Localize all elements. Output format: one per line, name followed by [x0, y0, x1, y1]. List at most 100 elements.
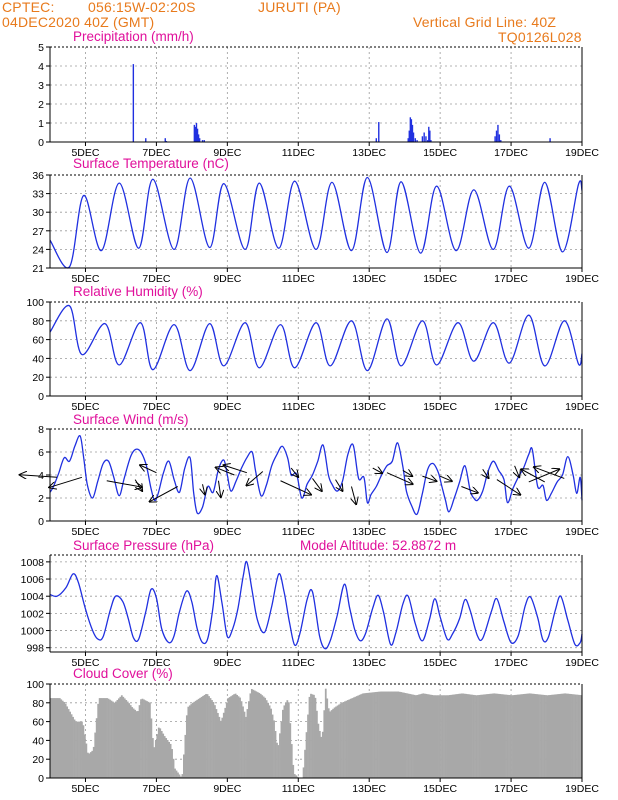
x-tick-label: 9DEC [213, 273, 241, 285]
cloud-bar [310, 693, 312, 778]
cloud-bar [443, 695, 445, 778]
cloud-bar [117, 698, 120, 778]
cloud-bar [163, 736, 166, 778]
cloud-bar [456, 694, 459, 778]
wind-vector [534, 467, 565, 479]
cloud-bar [89, 752, 92, 778]
cloud-bar [240, 701, 243, 778]
cloud-bar [311, 694, 314, 778]
cloud-bar [314, 697, 317, 778]
panel-title: Surface Temperature (nC) [73, 156, 229, 171]
cloud-bar [70, 714, 73, 778]
cloud-bar [463, 693, 466, 778]
wind-vector [312, 478, 321, 491]
x-tick-label: 13DEC [352, 657, 386, 669]
precip-bar [427, 140, 429, 142]
cloud-bar [352, 697, 355, 778]
cloud-bar [249, 693, 252, 778]
cloud-bar [302, 767, 305, 778]
y-tick-label: 5 [38, 42, 44, 54]
cloud-bar [208, 696, 210, 778]
cloud-bar [469, 694, 472, 778]
y-tick-label: 1006 [21, 574, 45, 586]
cloud-bar [579, 694, 581, 778]
cloud-bar [95, 718, 98, 778]
cloud-bar [157, 727, 160, 778]
x-tick-label: 5DEC [71, 147, 99, 159]
cloud-bar [373, 692, 376, 778]
cloud-bar [305, 732, 308, 778]
cloud-bar [119, 696, 122, 778]
wind-vector [386, 472, 413, 484]
cloud-bar [58, 698, 61, 778]
cloud-bar [146, 701, 148, 778]
cloud-bar [196, 699, 199, 778]
cloud-bar [474, 695, 476, 778]
cloud-bar [378, 691, 380, 778]
cloud-bar [508, 694, 510, 778]
cloud-bar [574, 694, 577, 778]
cloud-bar [341, 702, 343, 778]
cloud-bar [246, 709, 249, 778]
panel-2: 0 20 40 60 80 100 5DEC 7DEC 9DEC 11DEC 13DEC 15DEC 1… [26, 284, 599, 413]
cloud-bar [410, 694, 413, 778]
cloud-bar [200, 696, 203, 778]
cloud-bar [79, 721, 82, 778]
cloud-bar [166, 740, 169, 778]
y-tick-label: 33 [32, 189, 44, 201]
cloud-bar [355, 696, 358, 778]
wind-vector [422, 476, 436, 481]
y-tick-label: 20 [32, 372, 44, 384]
x-tick-label: 11DEC [282, 401, 315, 413]
precip-bar [429, 130, 431, 142]
cloud-bar [231, 695, 234, 778]
cloud-bar [178, 774, 181, 778]
wind-vector [134, 479, 142, 491]
cloud-bar [460, 693, 463, 778]
cloud-bar [546, 695, 549, 778]
cloud-bar [64, 703, 67, 778]
cloud-bar [417, 694, 420, 778]
y-tick-label: 2 [38, 493, 44, 505]
cloud-bar [50, 698, 52, 778]
y-tick-label: 6 [38, 447, 44, 459]
cloud-bar [558, 694, 561, 778]
cloud-bar [493, 693, 496, 778]
cloud-bar [367, 692, 370, 778]
wind-vector [140, 465, 157, 474]
cloud-bar [394, 691, 397, 778]
cloud-bar [61, 700, 64, 778]
cloud-bar [562, 693, 565, 778]
cloud-bar [101, 698, 104, 778]
cloud-bar [576, 694, 578, 778]
cloud-bar [478, 694, 481, 778]
wind-vector [372, 468, 382, 473]
cloud-bar [577, 694, 580, 778]
cloud-bar [151, 738, 154, 778]
cloud-bar [202, 695, 204, 778]
panel-title: Precipitation (mm/h) [73, 29, 194, 44]
cloud-bar [444, 695, 447, 778]
y-tick-label: 30 [32, 207, 44, 219]
cloud-bar [255, 691, 258, 778]
cloud-bar [277, 745, 280, 778]
wind-vector [528, 469, 559, 483]
cloud-bar [528, 693, 531, 778]
x-tick-label: 7DEC [142, 783, 170, 795]
header-run-code: TQ0126L028 [498, 29, 582, 45]
cloud-bar [100, 698, 103, 778]
cloud-bar [234, 693, 237, 778]
x-tick-label: 5DEC [71, 783, 99, 795]
cloud-bar [308, 696, 311, 778]
precip-bar [421, 136, 424, 142]
cloud-bar [295, 775, 298, 778]
precip-bar [495, 130, 498, 142]
cloud-bar [564, 693, 567, 778]
cloud-bar [515, 694, 518, 778]
cloud-bar [160, 731, 163, 778]
cloud-bar [177, 772, 179, 778]
precip-bar [407, 138, 409, 142]
cloud-bar [354, 696, 357, 778]
cloud-bar [98, 698, 101, 778]
cloud-bar [329, 711, 332, 778]
